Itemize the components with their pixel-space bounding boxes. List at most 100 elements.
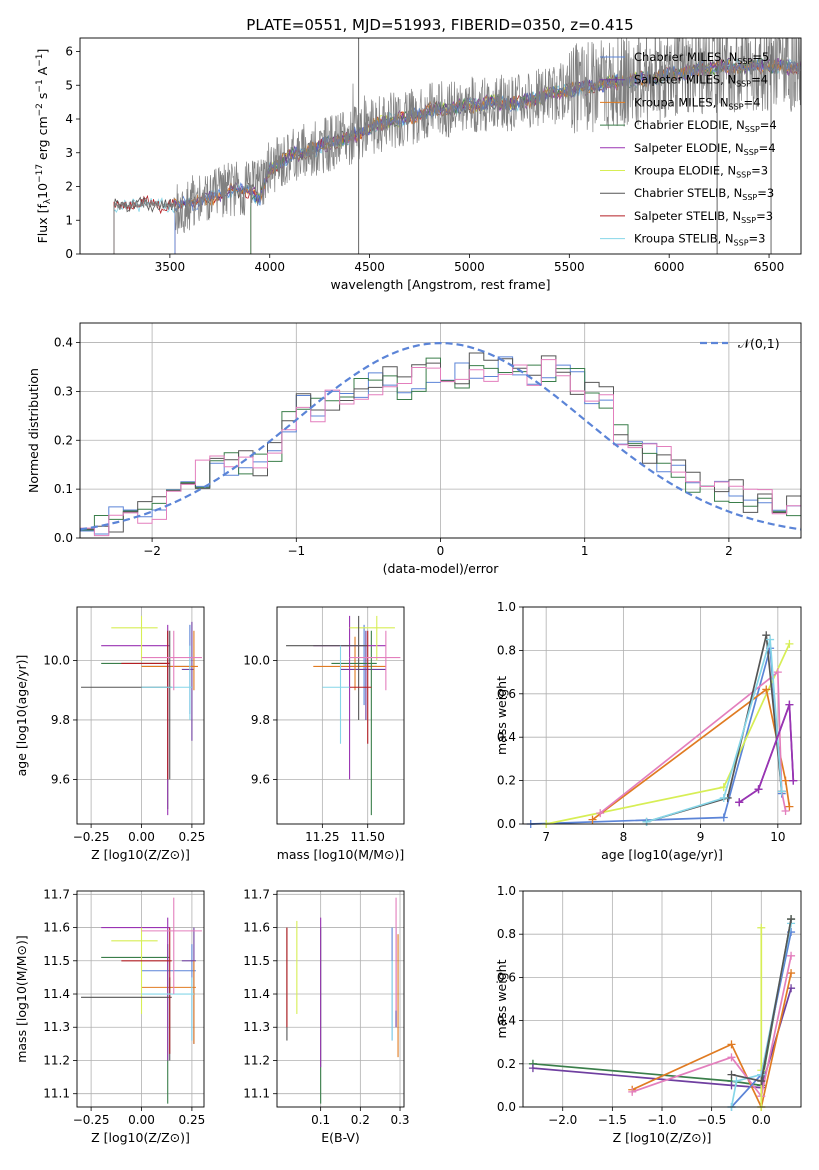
legend-label: Chabrier STELIB, NSSP=3 — [634, 186, 774, 202]
legend-label-part: Chabrier ELODIE, N — [634, 118, 745, 132]
y-tick-label: 11.6 — [43, 921, 70, 935]
axes-frame — [522, 606, 802, 825]
mass-weight-vs-metallicity-panel: −2.0 −1.5 −1.0 −0.5 0.0 0.0 0.2 0.4 0.6 0.8 1.0 Z [… — [494, 884, 802, 1145]
x-tick-label: −2 — [143, 544, 161, 558]
axes-frame — [76, 890, 205, 1108]
x-tick-label: 3500 — [155, 260, 186, 274]
x-tick-label: 0.25 — [179, 1113, 206, 1127]
y-tick-label: 11.2 — [243, 1053, 270, 1067]
x-tick-label: 0 — [437, 544, 445, 558]
x-tick-label: 0.25 — [179, 830, 206, 844]
y-axis-label-part: 10 — [35, 183, 50, 199]
x-tick-label: −0.25 — [73, 1113, 110, 1127]
y-axis-label: Flux [fλ10−17 erg cm−2 s−1 A−1] — [35, 49, 53, 244]
y-tick-label: 11.1 — [243, 1087, 270, 1101]
mass-vs-metallicity-panel: −0.25 0.00 0.25 11.1 11.2 11.3 11.4 11.5 11.6 11.… — [14, 887, 205, 1145]
mass-weight-marker — [787, 951, 796, 960]
legend-label-part: Salpeter MILES, N — [634, 73, 736, 87]
mass-weight-marker — [596, 809, 605, 818]
y-tick-label: 9.8 — [51, 713, 70, 727]
axes-frame — [76, 606, 205, 825]
residual-histogram-panel: −2 −1 0 1 2 0.0 0.1 0.2 0.3 0.4 (data-model)/error… — [26, 322, 802, 576]
x-tick-label: 10 — [770, 830, 785, 844]
x-tick-label: 8 — [620, 830, 628, 844]
y-axis-label: mass weight — [494, 676, 509, 755]
y-axis-label: mass weight — [494, 959, 509, 1038]
y-axis-label-part: λ — [43, 198, 53, 204]
x-tick-label: 5500 — [554, 260, 585, 274]
y-tick-label: 0.4 — [54, 336, 73, 350]
y-tick-label: 9.6 — [51, 772, 70, 786]
y-tick-label: 11.5 — [243, 954, 270, 968]
mass-vs-extinction-panel: 0.1 0.2 0.3 11.1 11.2 11.3 11.4 11.5 11.6 11.7 E(B… — [243, 887, 409, 1145]
mass-weight-marker — [762, 631, 771, 640]
legend-label-part: =4 — [751, 73, 768, 87]
legend-label-part: Salpeter STELIB, N — [634, 209, 741, 223]
y-tick-label: 0.4 — [497, 1014, 516, 1028]
y-tick-label: 11.3 — [43, 1020, 70, 1034]
y-axis-label-part: −2 — [35, 103, 45, 116]
mass-weight-marker — [719, 793, 728, 802]
y-tick-label: 6 — [65, 45, 73, 59]
x-tick-label: 0.0 — [752, 1113, 771, 1127]
mass-weight-marker — [785, 639, 794, 648]
y-tick-label: 0.1 — [54, 482, 73, 496]
mass-weight-marker — [719, 813, 728, 822]
age-vs-metallicity-panel: −0.25 0.00 0.25 9.6 9.8 10.0 Z [log10(Z/Z⊙)] ag… — [14, 606, 206, 862]
mass-weight-line — [738, 704, 795, 804]
x-tick-label: 2 — [725, 544, 733, 558]
legend-label-part: SSP — [734, 239, 749, 248]
y-axis-label-part: A — [35, 66, 50, 79]
residual-histogram-step — [80, 359, 801, 537]
legend-label-part: SSP — [741, 216, 756, 225]
x-tick-label: 4500 — [354, 260, 385, 274]
mass-weight-marker — [727, 1040, 736, 1049]
model-spectrum-line — [113, 58, 801, 254]
x-tick-label: 6500 — [754, 260, 785, 274]
y-axis-label-part: −17 — [35, 164, 45, 183]
y-tick-label: 0.0 — [497, 1100, 516, 1114]
x-tick-label: −0.25 — [73, 830, 110, 844]
legend-label: Chabrier ELODIE, NSSP=4 — [634, 118, 777, 134]
x-axis-label: wavelength [Angstrom, rest frame] — [330, 277, 550, 292]
x-axis-label: (data-model)/error — [383, 561, 500, 576]
y-tick-label: 11.7 — [243, 887, 270, 901]
mass-weight-marker — [754, 785, 763, 794]
y-tick-label: 11.7 — [43, 887, 70, 901]
y-tick-label: 1.0 — [497, 600, 516, 614]
y-tick-label: 11.1 — [43, 1087, 70, 1101]
y-tick-label: 0.6 — [497, 687, 516, 701]
x-tick-label: 6000 — [654, 260, 685, 274]
observed-spectrum-line — [113, 38, 801, 254]
y-tick-label: 1 — [65, 213, 73, 227]
x-tick-label: 4000 — [254, 260, 285, 274]
legend-label-part: Chabrier STELIB, N — [634, 186, 742, 200]
y-axis-label: age [log10(age/yr)] — [14, 655, 29, 777]
y-axis-label: mass [log10(M/M⊙)] — [14, 935, 29, 1063]
y-axis-label: Normed distribution — [26, 368, 41, 493]
mass-weight-marker — [727, 1053, 736, 1062]
legend-label: Kroupa MILES, NSSP=4 — [634, 95, 760, 111]
mass-weight-marker — [588, 815, 597, 824]
legend-label-part: SSP — [736, 80, 751, 89]
model-spectrum-line — [113, 57, 801, 254]
axes-frame — [522, 890, 802, 1108]
y-tick-label: 11.5 — [43, 954, 70, 968]
legend-label-part: SSP — [729, 102, 744, 111]
mass-weight-marker — [757, 923, 766, 932]
y-tick-label: 11.6 — [243, 921, 270, 935]
y-tick-label: 10.0 — [43, 654, 70, 668]
y-tick-label: 0.4 — [497, 730, 516, 744]
y-tick-label: 0.2 — [54, 433, 73, 447]
mass-weight-marker — [789, 776, 798, 785]
legend-label-part: Chabrier MILES, N — [634, 50, 737, 64]
legend-label-part: SSP — [737, 57, 752, 66]
y-tick-label: 9.8 — [251, 713, 270, 727]
mass-weight-vs-age-panel: 7 8 9 10 0.0 0.2 0.4 0.6 0.8 1.0 age [log10(age/yr… — [494, 600, 802, 862]
mass-weight-marker — [735, 798, 744, 807]
legend-label-part: Kroupa MILES, N — [634, 95, 729, 109]
legend-label: Chabrier MILES, NSSP=5 — [634, 50, 769, 66]
legend-label-part: =4 — [760, 118, 777, 132]
legend-label-part: =5 — [752, 50, 769, 64]
